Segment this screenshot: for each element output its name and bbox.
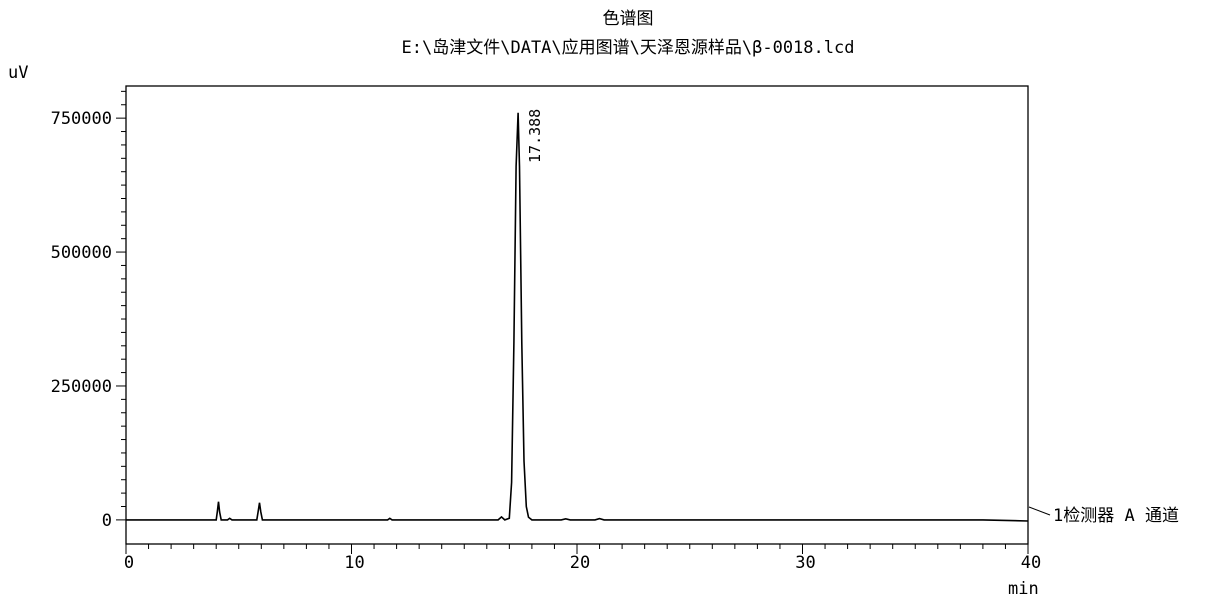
y-tick-label: 500000 [51, 243, 112, 263]
x-tick-label: 40 [1021, 553, 1041, 573]
x-tick-label: 20 [570, 553, 590, 573]
plot-frame [125, 85, 1029, 545]
trace-label-leader [1028, 506, 1051, 516]
y-tick-label: 750000 [51, 109, 112, 129]
x-axis-unit-label: min [1008, 579, 1039, 599]
x-axis-ticks: 0 10 20 30 40 [124, 544, 1041, 573]
y-tick-label: 250000 [51, 377, 112, 397]
x-tick-label: 0 [124, 553, 134, 573]
y-axis-ticks: 0 250000 500000 750000 [51, 90, 126, 531]
x-tick-label: 30 [795, 553, 815, 573]
y-axis-unit-label: uV [8, 63, 28, 83]
detector-trace-line [126, 112, 1029, 522]
peak-labels: 17.388 [526, 109, 544, 163]
trace-label: 1检测器 A 通道 [1053, 506, 1179, 526]
x-tick-label: 10 [344, 553, 364, 573]
peak-retention-label: 17.388 [526, 109, 544, 163]
y-tick-label: 0 [102, 511, 112, 531]
chart-subtitle: E:\岛津文件\DATA\应用图谱\天泽恩源样品\β-0018.lcd [402, 38, 855, 58]
chart-title: 色谱图 [603, 9, 654, 29]
